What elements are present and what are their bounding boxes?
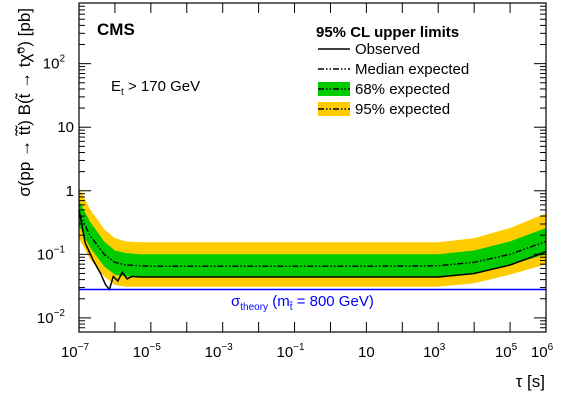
legend-expected-label: Median expected [355,61,469,78]
legend-title: 95% CL upper limits [316,24,459,41]
axis-ticks [78,2,547,333]
x-axis-label: τ [s] [516,372,545,391]
x-tick-label: 10−7 [61,342,90,361]
x-tick-label: 10−1 [276,342,305,361]
band-68-expected [79,200,546,277]
legend-observed-label: Observed [355,41,420,58]
median-expected-line [78,212,547,267]
y-tick-label: 102 [43,54,66,73]
y-tick-label: 1 [66,183,74,200]
x-tick-label: 10−5 [133,342,162,361]
x-tick-label: 105 [495,342,518,361]
observed-line [78,209,547,292]
energy-cut-annotation: Et > 170 GeV [111,78,200,98]
plot-frame [78,2,547,333]
theory-line-label: σtheory (mt̃ = 800 GeV) [231,293,374,313]
y-axis-label: σ(pp → t̃t̃) B(t̃ → tχ̃⁰) [pb] [15,8,34,197]
legend: 95% CL upper limits Observed Median expe… [316,24,469,118]
y-tick-label: 10−2 [37,308,66,327]
x-tick-label: 10−3 [205,342,234,361]
y-tick-label: 10−1 [37,244,66,263]
y-tick-label: 10 [57,119,74,136]
legend-68-label: 68% expected [355,81,450,98]
x-tick-label: 103 [423,342,446,361]
legend-95-label: 95% expected [355,101,450,118]
x-tick-label: 10 [358,344,375,361]
x-tick-label: 106 [531,342,554,361]
experiment-label: CMS [97,20,135,39]
